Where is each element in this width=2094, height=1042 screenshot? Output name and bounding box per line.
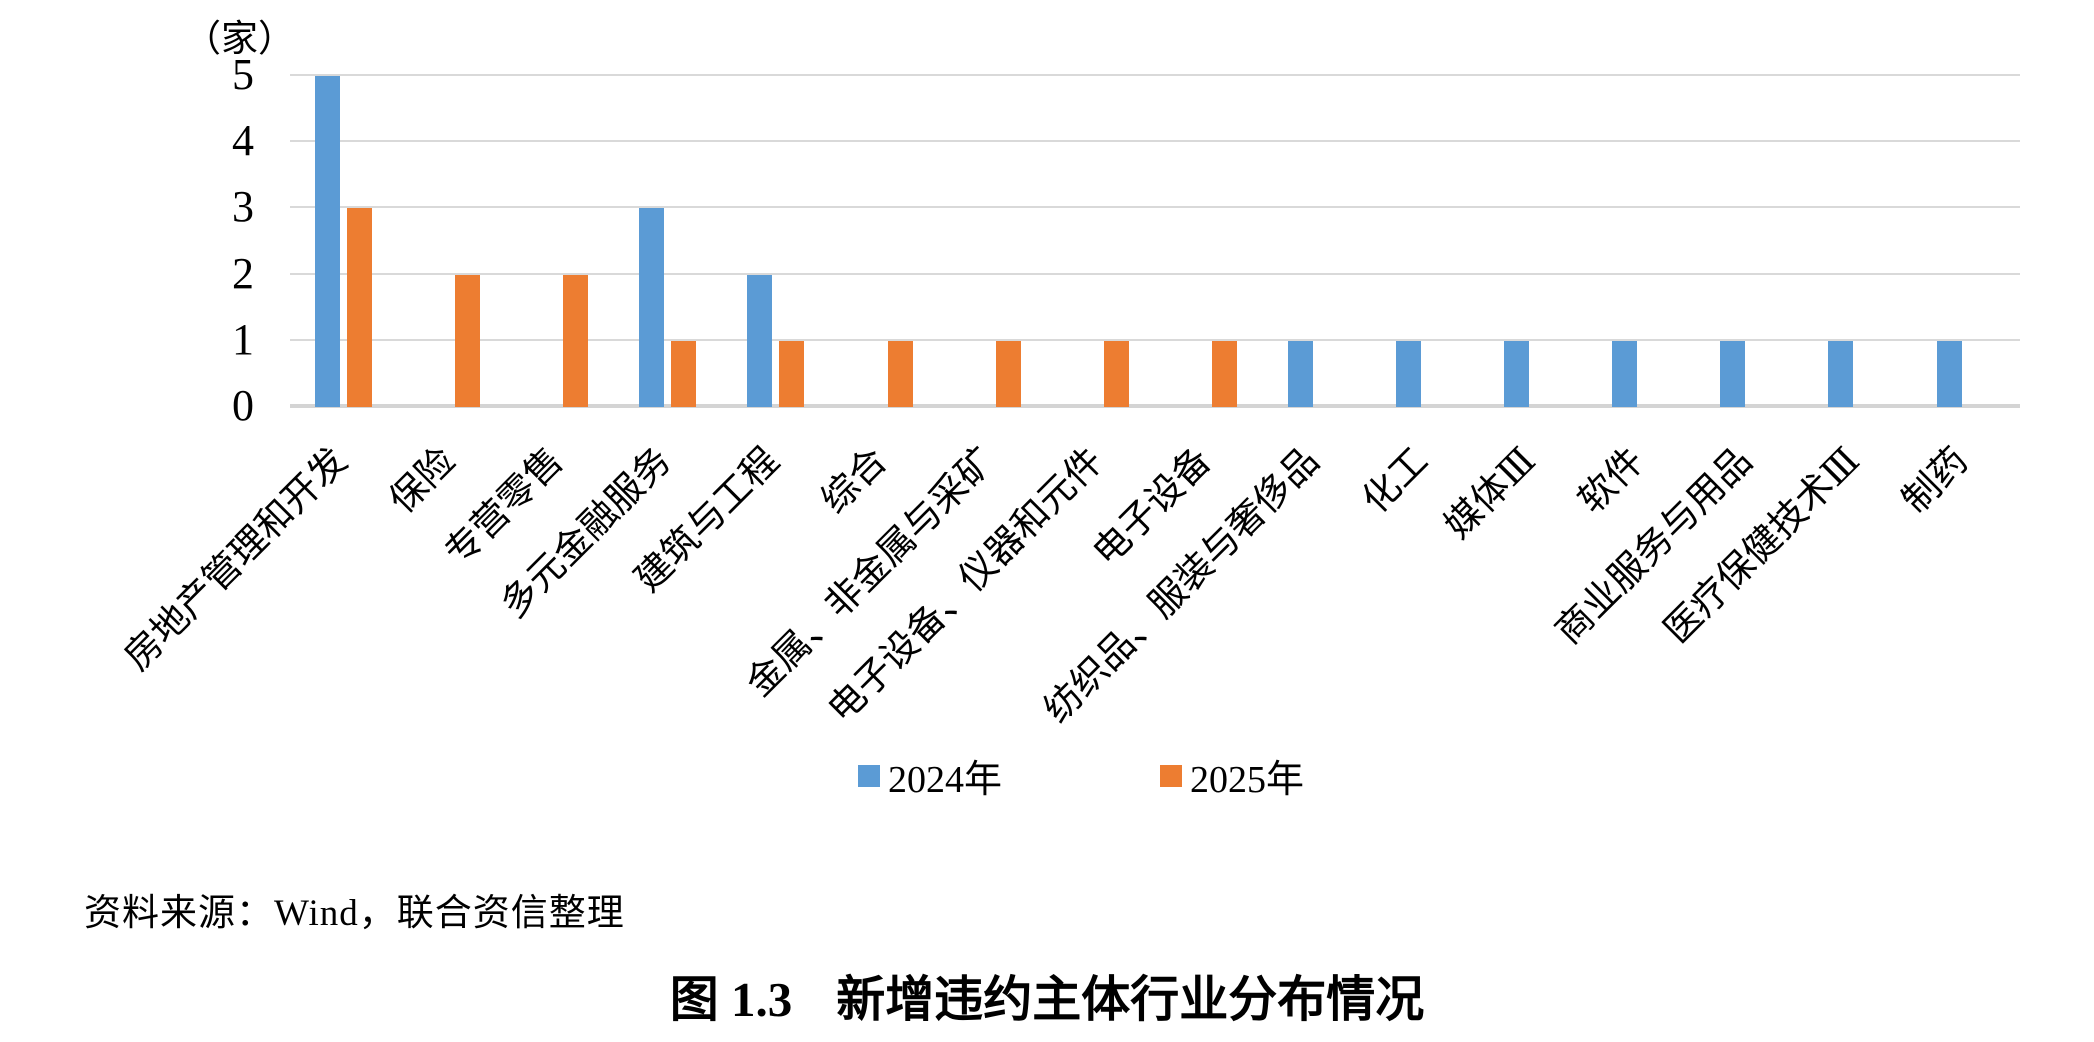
x-axis-label-14: 医疗保健技术Ⅲ <box>1656 440 1869 652</box>
legend-swatch-2025-icon <box>1160 764 1182 787</box>
gridline-5 <box>290 74 2020 76</box>
bar-2025年-7 <box>1103 340 1129 407</box>
gridline-4 <box>290 140 2020 143</box>
figure-caption: 图 1.3 新增违约主体行业分布情况 <box>0 960 2094 1031</box>
gridline-1 <box>290 338 2020 341</box>
bar-2024年-11 <box>1504 340 1530 407</box>
bar-2025年-5 <box>887 340 913 407</box>
figure-caption-label: 图 1.3 <box>669 972 793 1027</box>
x-axis-label-5: 综合 <box>813 440 896 522</box>
bar-2024年-3 <box>639 208 665 407</box>
bar-2025年-2 <box>563 274 589 407</box>
gridline-2 <box>290 272 2020 275</box>
y-axis-tick-label-0: 0 <box>232 381 254 430</box>
bar-2024年-10 <box>1396 340 1421 407</box>
source-note: 资料来源：Wind，联合资信整理 <box>84 893 625 934</box>
y-axis-tick-label-3: 3 <box>232 182 254 232</box>
x-axis-line <box>290 404 2020 408</box>
x-axis-label-13: 商业服务与用品 <box>1547 440 1761 653</box>
bar-2025年-8 <box>1211 340 1237 407</box>
legend-swatch-2024-icon <box>858 764 880 787</box>
bar-2024年-13 <box>1720 340 1746 407</box>
legend-label-2025: 2025年 <box>1190 759 1305 801</box>
bar-2024年-14 <box>1828 340 1854 407</box>
gridline-3 <box>290 206 2020 209</box>
x-axis-label-12: 软件 <box>1570 440 1652 522</box>
bar-2024年-9 <box>1287 340 1313 407</box>
x-axis-label-10: 化工 <box>1354 440 1436 522</box>
legend-item-2024: 2024年 <box>858 748 1002 803</box>
bar-2025年-6 <box>995 340 1021 407</box>
bar-2024年-12 <box>1612 340 1638 407</box>
y-axis-tick-label-1: 1 <box>232 314 254 364</box>
bar-2025年-1 <box>455 274 481 407</box>
bar-2025年-0 <box>347 208 372 407</box>
bar-2024年-15 <box>1936 340 1962 407</box>
y-axis-tick-label-4: 4 <box>232 116 254 166</box>
y-axis-tick-label-2: 2 <box>232 248 254 298</box>
legend-item-2025: 2025年 <box>1160 748 1304 803</box>
figure-caption-title: 新增违约主体行业分布情况 <box>836 972 1425 1027</box>
x-axis-label-1: 保险 <box>381 440 463 522</box>
bar-2024年-4 <box>747 274 773 407</box>
x-axis-label-15: 制药 <box>1894 440 1977 522</box>
y-axis-unit-label: （家） <box>184 19 295 60</box>
bar-2025年-4 <box>779 340 805 407</box>
y-axis-tick-label-5: 5 <box>232 50 254 99</box>
x-axis-label-11: 媒体Ⅲ <box>1437 440 1544 547</box>
bar-2024年-0 <box>315 76 340 407</box>
x-axis-label-0: 房地产管理和开发 <box>116 440 355 679</box>
legend-label-2024: 2024年 <box>888 759 1003 801</box>
bar-2025年-3 <box>671 340 697 407</box>
